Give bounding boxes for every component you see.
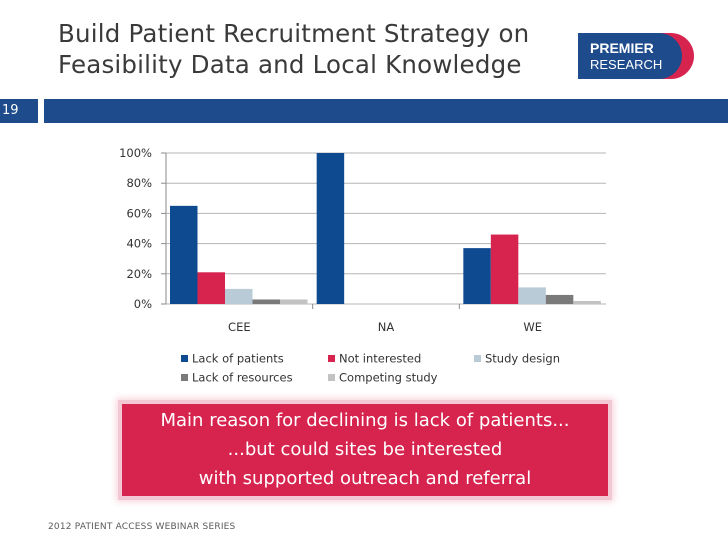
bar [545, 294, 574, 304]
bar [573, 300, 601, 304]
bar [463, 248, 491, 304]
legend-label: Competing study [339, 371, 438, 385]
chart-bars [170, 153, 601, 304]
y-tick-label: 100% [119, 146, 152, 160]
callout-box: Main reason for declining is lack of pat… [122, 404, 608, 496]
legend-swatch [181, 374, 188, 381]
legend-label: Study design [485, 352, 560, 366]
premier-research-logo: PREMIER RESEARCH [578, 33, 694, 79]
footer-text: 2012 PATIENT ACCESS WEBINAR SERIES [48, 522, 236, 532]
logo-blue-left [578, 33, 608, 79]
y-tick-label: 80% [126, 176, 152, 190]
y-tick-label: 40% [126, 237, 152, 251]
x-category-label: WE [523, 320, 542, 334]
legend-label: Not interested [339, 352, 421, 366]
bar [490, 234, 519, 304]
legend-label: Lack of patients [192, 352, 284, 366]
bar [518, 287, 546, 304]
slide-title-line-2: Feasibility Data and Local Knowledge [58, 50, 522, 79]
y-tick-label: 20% [126, 267, 152, 281]
bar [316, 153, 345, 304]
legend-swatch [328, 374, 335, 381]
x-axis-categories: CEE NA WE [228, 320, 542, 334]
bar-chart: 0% 20% 40% 60% 80% 100% CEE NA WE Lack of patie… [119, 146, 606, 385]
x-category-label: NA [378, 320, 395, 334]
header-band: 19 [0, 99, 728, 123]
legend-swatch [328, 355, 335, 362]
legend-swatch [181, 355, 188, 362]
bar [170, 205, 198, 304]
callout-line-2: ...but could sites be interested [227, 439, 503, 460]
slide-title: Build Patient Recruitment Strategy on Fe… [58, 18, 578, 80]
y-tick-label: 60% [126, 206, 152, 220]
x-category-label: CEE [228, 320, 251, 334]
bar [197, 272, 225, 304]
chart-legend: Lack of patients Not interested Study desi… [181, 352, 560, 385]
header-band-bar [44, 99, 728, 123]
callout-line-3: with supported outreach and referral [198, 468, 532, 489]
logo-text-research: RESEARCH [590, 57, 662, 72]
bar [280, 299, 308, 304]
slide-number: 19 [0, 99, 38, 123]
y-axis-ticks: 0% 20% 40% 60% 80% 100% [119, 146, 460, 311]
callout-line-1: Main reason for declining is lack of pat… [160, 410, 570, 431]
chart-grid [166, 152, 606, 305]
bar [225, 288, 253, 304]
y-tick-label: 0% [134, 297, 152, 311]
slide-title-line-1: Build Patient Recruitment Strategy on [58, 19, 530, 48]
bar [252, 299, 280, 304]
legend-swatch [474, 355, 481, 362]
legend-label: Lack of resources [192, 371, 293, 385]
logo-text-premier: PREMIER [590, 40, 654, 56]
